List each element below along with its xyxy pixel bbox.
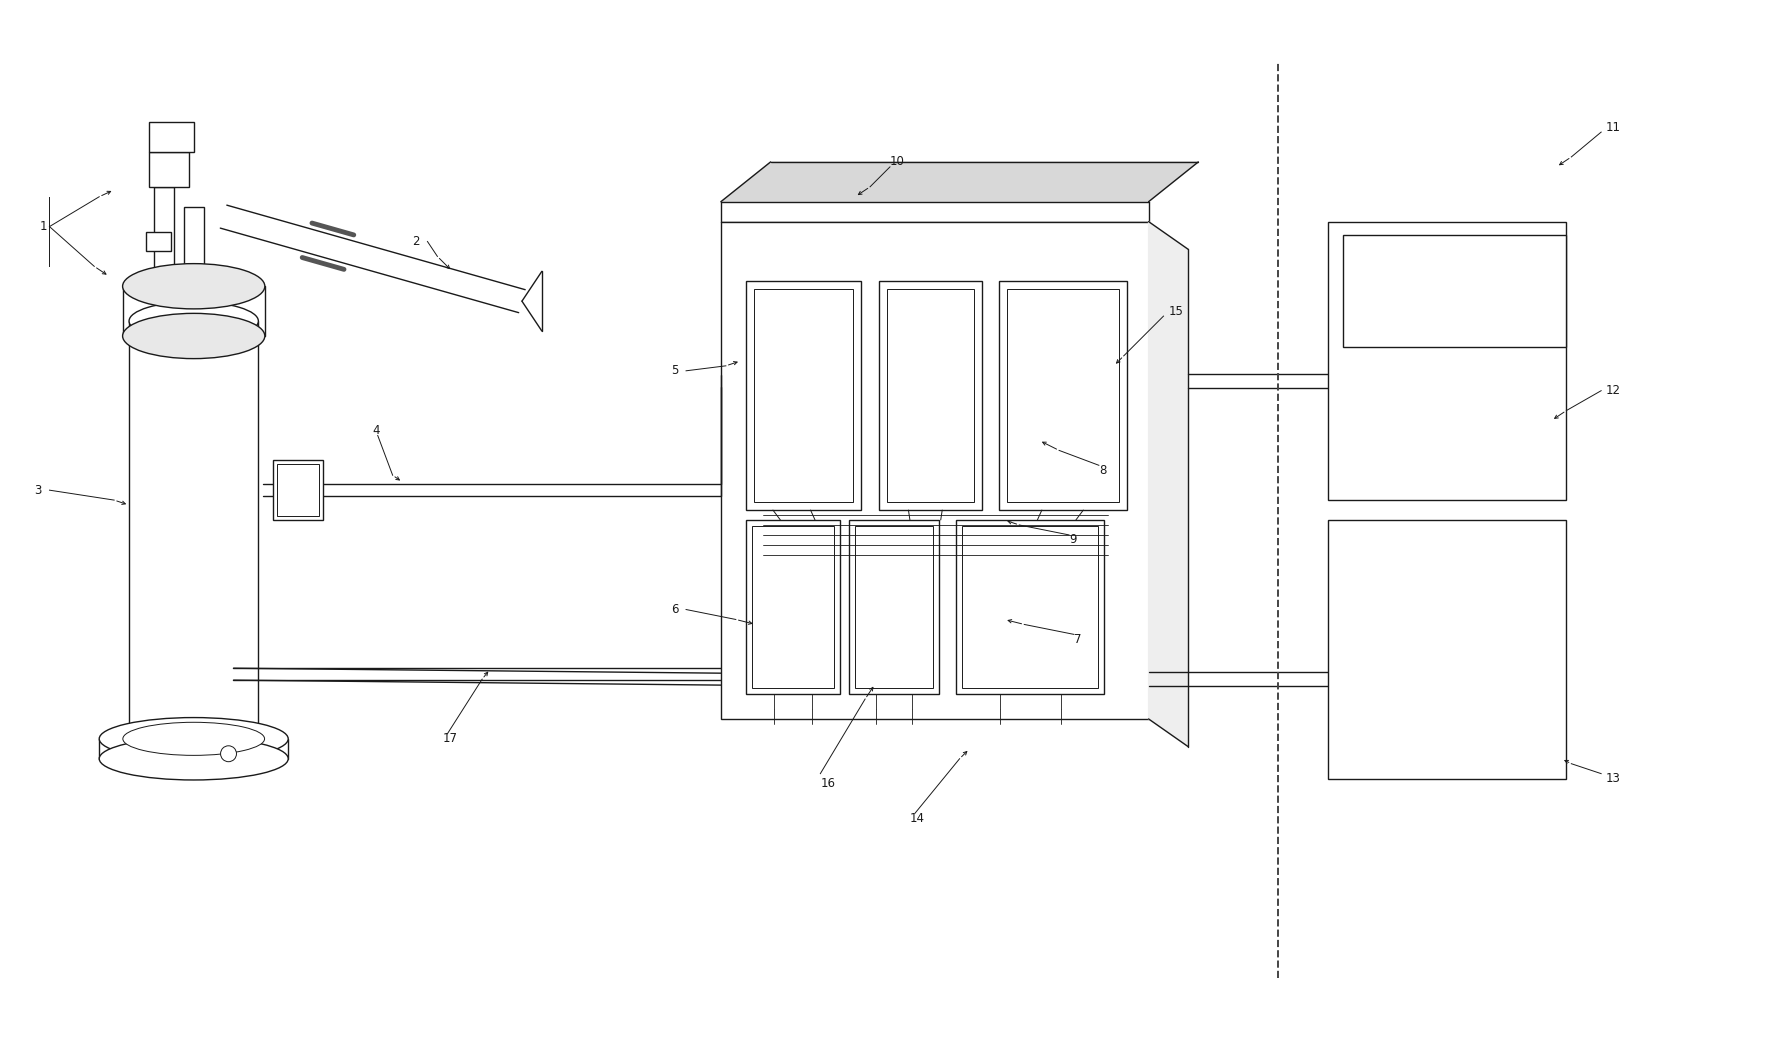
Ellipse shape <box>122 723 264 755</box>
Bar <box>745 520 839 694</box>
Circle shape <box>221 746 237 761</box>
Text: 12: 12 <box>1605 384 1621 397</box>
Bar <box>184 207 204 286</box>
Bar <box>720 222 1149 719</box>
Text: 14: 14 <box>910 812 926 825</box>
Bar <box>273 461 322 520</box>
Polygon shape <box>720 162 1198 202</box>
Bar <box>752 526 834 688</box>
Bar <box>754 289 853 502</box>
Bar <box>1007 289 1119 502</box>
Bar <box>154 187 173 286</box>
Text: 7: 7 <box>1074 633 1081 646</box>
Text: 8: 8 <box>1099 464 1106 476</box>
Bar <box>850 520 940 694</box>
Text: 2: 2 <box>412 235 419 248</box>
Ellipse shape <box>99 718 289 760</box>
Text: 6: 6 <box>671 603 678 616</box>
Ellipse shape <box>129 302 258 340</box>
Text: 17: 17 <box>442 732 457 746</box>
Text: 15: 15 <box>1168 305 1184 317</box>
Text: 4: 4 <box>373 424 381 437</box>
Bar <box>880 281 982 510</box>
Text: 16: 16 <box>820 777 835 790</box>
Bar <box>1328 222 1566 500</box>
Text: 5: 5 <box>671 364 678 378</box>
Text: 13: 13 <box>1605 772 1621 785</box>
Text: 1: 1 <box>39 220 48 233</box>
Ellipse shape <box>99 737 289 780</box>
Polygon shape <box>1149 222 1188 747</box>
Bar <box>887 289 974 502</box>
Ellipse shape <box>122 313 266 359</box>
Bar <box>149 122 193 152</box>
Bar <box>1342 235 1566 347</box>
Bar <box>963 526 1097 688</box>
Bar <box>278 464 319 516</box>
Text: 9: 9 <box>1069 534 1076 546</box>
Text: 10: 10 <box>890 155 904 168</box>
Bar <box>1328 520 1566 779</box>
Bar <box>956 520 1104 694</box>
Bar <box>745 281 862 510</box>
Bar <box>998 281 1127 510</box>
Text: 3: 3 <box>35 484 42 497</box>
Text: 11: 11 <box>1605 121 1621 133</box>
Bar <box>855 526 933 688</box>
Bar <box>145 232 172 252</box>
Bar <box>149 152 189 187</box>
Ellipse shape <box>122 263 266 309</box>
